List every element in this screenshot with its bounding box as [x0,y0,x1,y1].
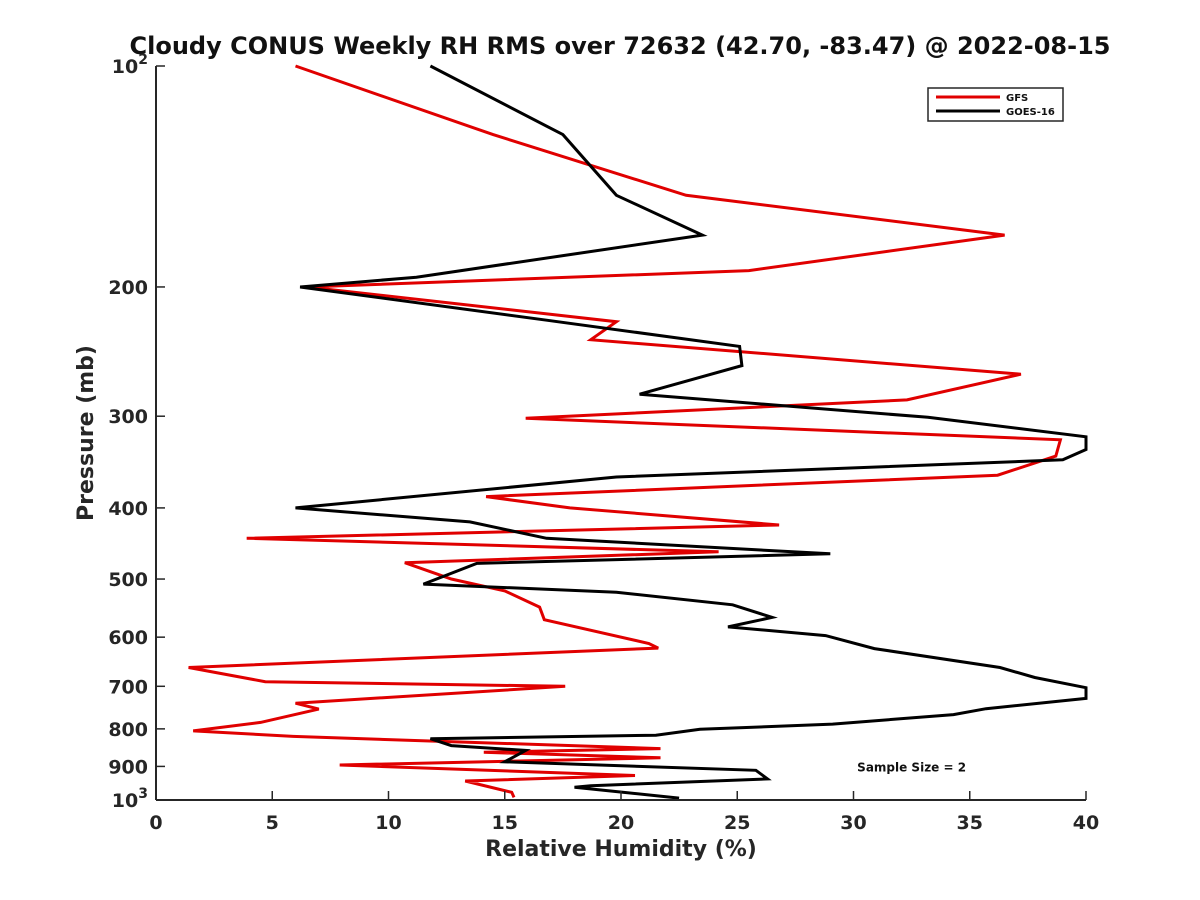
y-tick-exponent: 3 [138,786,148,802]
legend-label-gfs: GFS [1006,93,1028,104]
x-tick-label: 30 [840,812,866,834]
x-axis-label: Relative Humidity (%) [485,837,757,862]
legend: GFS GOES-16 [927,87,1064,122]
plot-background [156,66,1086,800]
y-tick-label: 103 [112,786,148,812]
series-line-goes16 [295,64,1088,800]
y-tick-label: 200 [108,277,148,299]
legend-label-goes16: GOES-16 [1006,107,1055,118]
x-tick-label: 40 [1073,812,1099,834]
x-tick-label: 5 [266,812,279,834]
x-tick-label: 25 [724,812,750,834]
legend-box [927,87,1064,122]
y-tick-label: 400 [108,498,148,520]
x-tick-label: 35 [957,812,983,834]
y-tick-label: 800 [108,719,148,741]
y-tick-label: 102 [112,52,148,78]
y-tick-label: 700 [108,676,148,698]
y-axis-label: Pressure (mb) [74,345,99,521]
y-tick-label: 300 [108,406,148,428]
y-tick-exponent: 2 [138,52,148,68]
x-tick-label: 10 [375,812,401,834]
y-tick-label: 600 [108,627,148,649]
x-tick-label: 20 [608,812,634,834]
y-tick-label: 900 [108,756,148,778]
series-layer [188,64,1088,800]
y-tick-base: 10 [112,56,138,78]
x-tick-label: 0 [149,812,162,834]
x-tick-label: 15 [492,812,518,834]
chart-title: Cloudy CONUS Weekly RH RMS over 72632 (4… [130,32,1111,60]
plot-area [155,64,1088,801]
sample-size-annotation: Sample Size = 2 [857,760,966,774]
x-axis-ticks: 0 5 10 15 20 25 30 35 40 [149,791,1099,834]
y-tick-base: 10 [112,790,138,812]
y-tick-label: 500 [108,569,148,591]
